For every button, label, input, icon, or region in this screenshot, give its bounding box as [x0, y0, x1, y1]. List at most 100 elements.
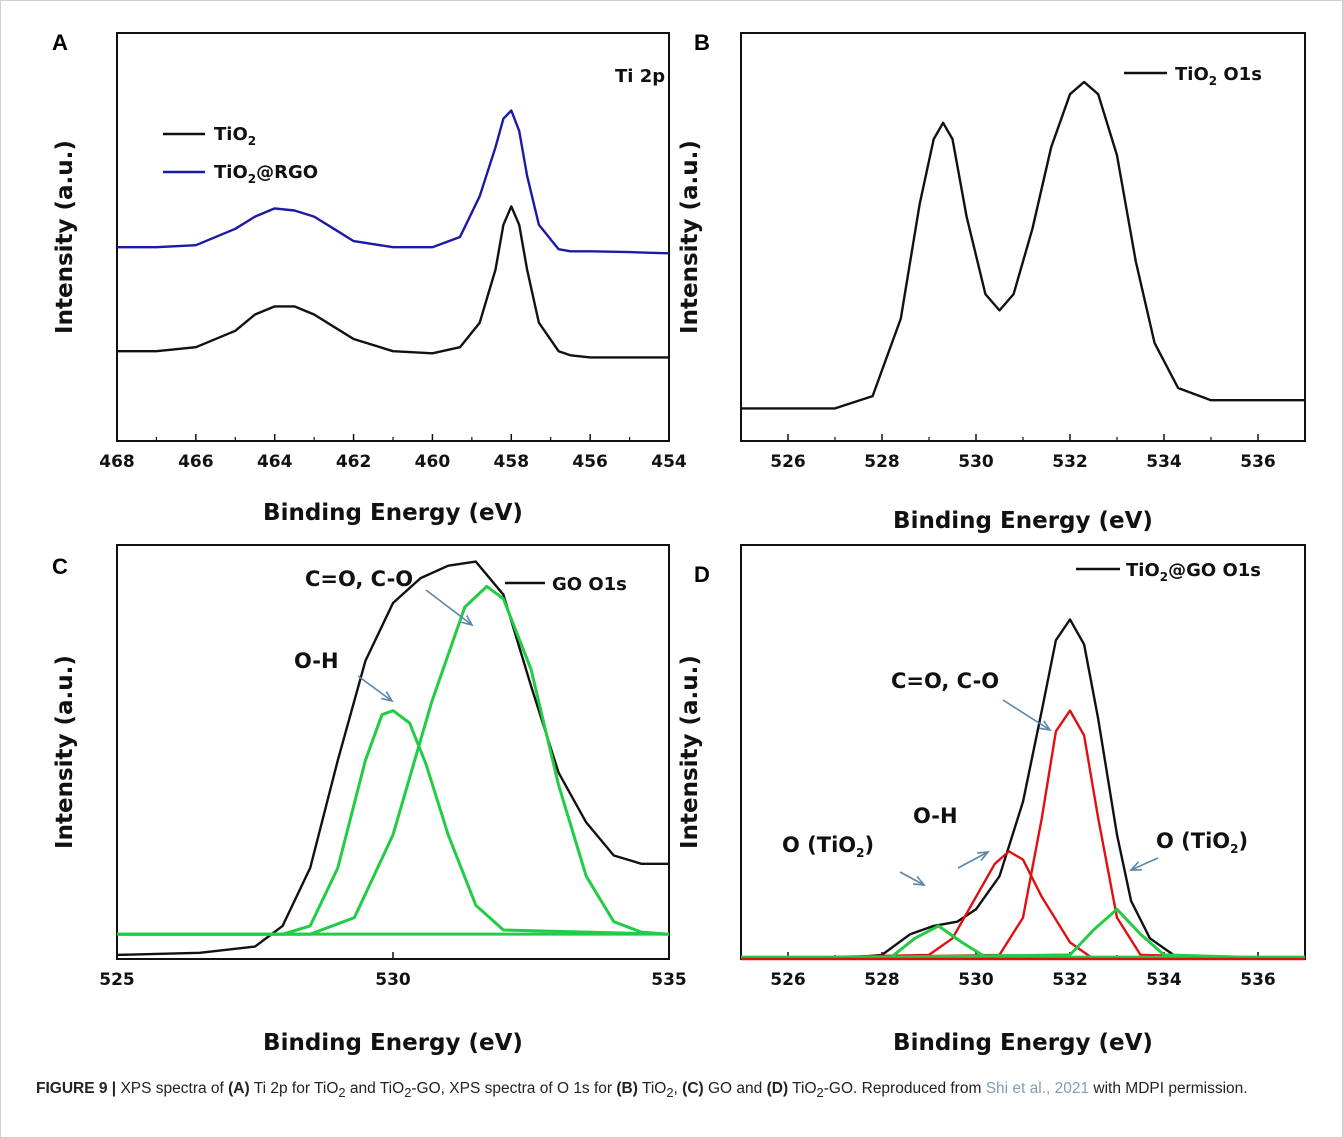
y-axis-title: Intensity (a.u.) [677, 140, 703, 334]
x-tick-label: 528 [864, 452, 900, 472]
legend-label-1-sub: 2 [248, 172, 256, 186]
caption-sub: 2 [338, 1085, 346, 1101]
legend-label-0-rest: O1s [1217, 64, 1262, 85]
x-tick-label: 534 [1146, 970, 1182, 990]
x-tick-label: 525 [99, 970, 135, 990]
x-tick-label: 532 [1052, 452, 1088, 472]
caption-ref-d: (D) [766, 1080, 789, 1097]
x-tick-label: 532 [1052, 970, 1088, 990]
legend-label-0-main: GO O1s [552, 574, 627, 595]
x-tick-label: 534 [1146, 452, 1182, 472]
caption-ref-c: (C) [682, 1080, 704, 1097]
annotation-label-otio2-right-sub: 2 [1230, 842, 1238, 856]
annotation-label: O-H [913, 804, 958, 828]
annotation-arrow-otio2-right-head [1129, 861, 1143, 871]
x-tick-label: 462 [336, 452, 372, 472]
annotation-label-otio2-left-sub: 2 [856, 846, 864, 860]
x-tick-label: 468 [99, 452, 135, 472]
annotation-label: C=O, C-O [305, 567, 413, 591]
annotation-label-otio2-right-main: O (TiO [1156, 829, 1230, 853]
x-tick-label: 458 [494, 452, 530, 472]
x-tick-label: 530 [958, 970, 994, 990]
legend-label-0-sub: 2 [1160, 570, 1168, 584]
annotation-arrow-co-shaft [425, 589, 473, 626]
annotation-arrow-co-head [461, 615, 474, 627]
caption-text: and TiO [345, 1080, 405, 1097]
annotation-label-otio2-right-rest: ) [1239, 829, 1249, 853]
series-line-2 [741, 850, 1305, 959]
annotation-arrow-otio2-left-head [912, 875, 926, 886]
x-tick-label: 526 [770, 452, 806, 472]
annotation-label-otio2-right: O (TiO2) [1156, 829, 1248, 856]
annotation-label-otio2-left-rest: ) [865, 833, 875, 857]
panel-annotation: Ti 2p [615, 66, 665, 87]
caption-text: TiO [788, 1080, 817, 1097]
caption-text: XPS spectra of [116, 1080, 229, 1097]
x-tick-label: 464 [257, 452, 293, 472]
caption-sub: 2 [666, 1085, 674, 1101]
caption-text: TiO [637, 1080, 667, 1097]
legend-label-0-main: TiO [214, 124, 248, 145]
annotation-label-otio2-left-main: O (TiO [782, 833, 856, 857]
legend-label-0-sub: 2 [1209, 74, 1217, 88]
legend-label-0: TiO2 [214, 124, 256, 148]
plot-frame [740, 32, 1306, 442]
series-line-1 [117, 709, 669, 936]
legend-label-1-main: TiO [214, 162, 248, 183]
x-tick-label: 530 [375, 970, 411, 990]
panel-letter: B [694, 30, 710, 55]
x-axis-title: Binding Energy (eV) [893, 1030, 1153, 1056]
series-line-0 [117, 205, 669, 359]
series-line-1 [117, 109, 669, 255]
panel-d: D 526 528 530 532 534 536 Binding Energy (eV) In… [677, 544, 1306, 1056]
caption-text: -GO, XPS spectra of O 1s for [411, 1080, 617, 1097]
x-tick-label: 528 [864, 970, 900, 990]
x-tick-label: 536 [1240, 970, 1276, 990]
citation-link[interactable]: Shi et al., 2021 [985, 1080, 1090, 1097]
x-axis-title: Binding Energy (eV) [893, 508, 1153, 534]
series-line-0 [741, 618, 1305, 959]
x-tick-label: 535 [651, 970, 687, 990]
legend-label-1-rest: @RGO [256, 162, 318, 183]
x-axis-title: Binding Energy (eV) [263, 500, 523, 526]
legend-label-0-rest: @GO O1s [1168, 560, 1261, 581]
annotation-arrow-oh-shaft [357, 675, 393, 702]
series-line-1 [741, 709, 1305, 959]
caption-text: Ti 2p for TiO [249, 1080, 339, 1097]
legend-label-0-sub: 2 [248, 134, 256, 148]
x-tick-label: 526 [770, 970, 806, 990]
y-axis-title: Intensity (a.u.) [677, 655, 703, 849]
series-line-0 [117, 560, 669, 957]
figure-caption: FIGURE 9 | XPS spectra of (A) Ti 2p for … [36, 1078, 1316, 1104]
legend-label-1: TiO2@RGO [214, 162, 318, 186]
caption-label: FIGURE 9 | [36, 1080, 117, 1097]
series-line-4 [741, 907, 1305, 959]
legend-label-0: GO O1s [552, 574, 627, 595]
x-tick-label: 466 [178, 452, 214, 472]
y-axis-title: Intensity (a.u.) [52, 655, 78, 849]
x-tick-label: 536 [1240, 452, 1276, 472]
annotation-arrow-co-head [1039, 720, 1052, 732]
annotation-arrow-oh-head [976, 851, 990, 862]
caption-sub: 2 [404, 1085, 412, 1101]
panel-a: A 468 466 464 462 460 458 456 454 Binding Energy … [52, 30, 687, 526]
caption-ref-b: (B) [616, 1080, 638, 1097]
x-tick-label: 460 [415, 452, 451, 472]
annotation-label-otio2-left: O (TiO2) [782, 833, 874, 860]
panel-letter: C [52, 554, 68, 579]
legend-label-0-main: TiO [1175, 64, 1209, 85]
plot-frame [116, 544, 670, 960]
caption-ref-a: (A) [228, 1080, 250, 1097]
annotation-label: O-H [294, 649, 339, 673]
y-axis-title: Intensity (a.u.) [52, 140, 78, 334]
series-line-0 [741, 80, 1305, 410]
caption-text: -GO. Reproduced from [823, 1080, 986, 1097]
plot-frame [116, 32, 670, 442]
series-line-2 [117, 584, 669, 936]
caption-sub: 2 [816, 1085, 824, 1101]
plot-frame [740, 544, 1306, 960]
annotation-arrow-otio2-left-shaft [899, 871, 925, 886]
panel-letter: A [52, 30, 68, 55]
annotation-label: C=O, C-O [891, 669, 999, 693]
annotation-arrow-co-shaft [1002, 699, 1051, 731]
